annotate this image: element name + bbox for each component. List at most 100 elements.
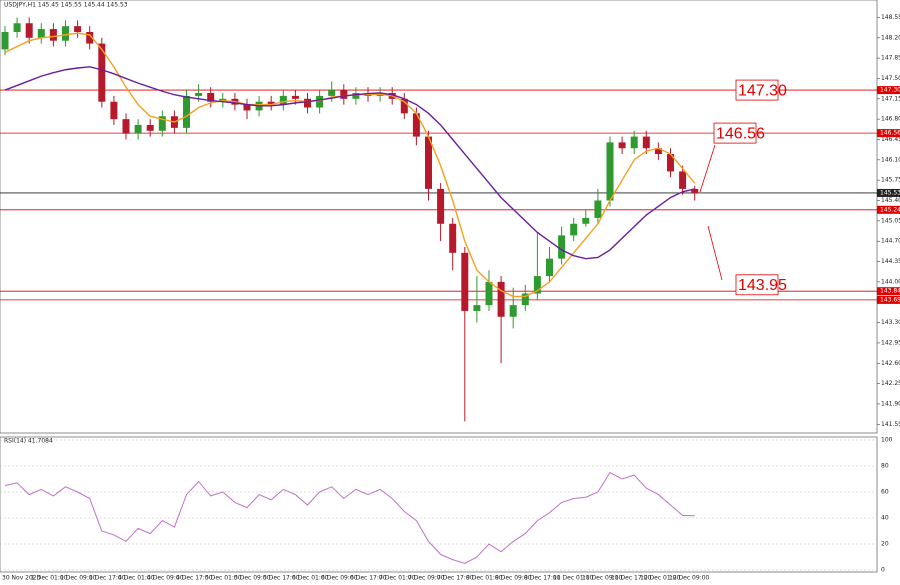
candle-body: [340, 90, 348, 99]
candle-body: [243, 104, 251, 111]
rsi-tick-label: 100: [881, 437, 893, 444]
level-tag-label: 145.53: [880, 189, 900, 196]
candle-body: [606, 142, 614, 201]
level-tag: [877, 205, 900, 214]
x-tick-label: 1 Dec 01:00: [31, 575, 68, 582]
y-tick-label: 146.45: [881, 136, 900, 143]
rsi-tick-label: 0: [881, 567, 885, 574]
candle-body: [195, 92, 203, 96]
candle-body: [183, 95, 190, 128]
annotation: 146.56: [716, 125, 765, 142]
annotation: 143.95: [738, 277, 787, 294]
x-tick-label: 1 Dec 17:00: [89, 575, 126, 582]
x-tick-label: 11 Dec 17:00: [611, 575, 652, 582]
candle-body: [1, 31, 9, 50]
y-tick-label: 142.95: [881, 339, 900, 346]
candle-body: [667, 154, 674, 172]
y-tick-label: 145.40: [881, 197, 900, 204]
level-tag-label: 143.69: [880, 296, 900, 303]
y-tick-label: 145.75: [881, 177, 900, 184]
candle-body: [267, 101, 275, 105]
rsi-tick-label: 20: [881, 541, 889, 548]
x-tick-label: 5 Dec 17:00: [263, 575, 300, 582]
y-tick-label: 146.80: [881, 116, 900, 123]
candle-body: [146, 124, 154, 131]
candle-body: [425, 136, 432, 189]
candle-body: [400, 98, 408, 114]
candle-body: [642, 136, 650, 149]
level-tag-label: 146.56: [880, 130, 900, 137]
candle-body: [497, 281, 505, 317]
candle-body: [533, 276, 541, 294]
candle-body: [618, 142, 626, 149]
candle-body: [98, 43, 106, 102]
candle-body: [207, 92, 215, 102]
x-tick-label: 1 Dec 09:00: [60, 575, 97, 582]
x-tick-label: 12 Dec 09:00: [669, 575, 710, 582]
y-tick-label: 144.35: [881, 258, 900, 265]
candle-body: [49, 29, 57, 41]
candle-body: [122, 119, 130, 134]
annotation-box: [713, 122, 757, 144]
y-tick-label: 142.25: [881, 380, 900, 387]
candle-body: [304, 98, 311, 108]
candle-body: [594, 200, 602, 218]
candle-body: [316, 95, 324, 108]
y-tick-label: 147.85: [881, 55, 900, 62]
y-tick-label: 145.05: [881, 217, 900, 224]
x-tick-label: 5 Dec 09:00: [234, 575, 271, 582]
level-tag: [877, 129, 900, 138]
x-tick-label: 7 Dec 17:00: [437, 575, 474, 582]
candle-body: [412, 113, 420, 137]
level-tag: [877, 86, 900, 95]
candle-body: [291, 95, 299, 99]
candle-body: [630, 136, 638, 149]
x-tick-label: 6 Dec 09:00: [321, 575, 358, 582]
y-tick-label: 144.70: [881, 238, 900, 245]
rsi-tick-label: 80: [881, 463, 889, 470]
x-tick-label: 5 Dec 01:00: [205, 575, 242, 582]
y-tick-label: 142.60: [881, 360, 900, 367]
y-tick-label: 148.20: [881, 34, 900, 41]
candle-body: [691, 188, 699, 193]
candle-body: [352, 92, 360, 99]
level-tag-label: 143.84: [880, 288, 900, 295]
y-tick-label: 146.10: [881, 156, 900, 163]
annotation-box: [735, 79, 779, 101]
candle-body: [62, 26, 69, 41]
candle-body: [473, 305, 481, 311]
candle-body: [654, 148, 662, 155]
rsi-line: [4, 471, 695, 565]
rsi-frame: [0, 436, 878, 573]
candle-body: [328, 90, 336, 96]
candle-body: [570, 223, 578, 236]
candle-body: [449, 223, 457, 253]
candle-body: [521, 293, 529, 306]
y-tick-label: 143.30: [881, 319, 900, 326]
x-tick-label: 8 Dec 01:00: [466, 575, 503, 582]
arrow-down: [707, 225, 723, 281]
candle-body: [437, 188, 445, 224]
candle-body: [509, 305, 517, 317]
candle-body: [679, 171, 687, 189]
annotation-box: [735, 274, 779, 296]
level-tag: [877, 295, 900, 304]
candle-body: [25, 23, 33, 38]
x-tick-label: 4 Dec 17:00: [176, 575, 213, 582]
arrow-up: [699, 144, 716, 193]
y-tick-label: 141.55: [881, 421, 900, 428]
x-tick-label: 6 Dec 01:00: [292, 575, 329, 582]
x-tick-label: 11 Dec 01:00: [553, 575, 594, 582]
x-tick-label: 6 Dec 17:00: [350, 575, 387, 582]
candle-body: [110, 101, 118, 120]
level-tag: [877, 188, 900, 197]
y-tick-label: 147.15: [881, 95, 900, 102]
x-tick-label: 7 Dec 09:00: [408, 575, 445, 582]
chart-title: USDJPY,H1 145.45 145.55 145.44 145.53: [4, 2, 128, 9]
candle-body: [279, 95, 287, 105]
candle-body: [74, 26, 82, 32]
x-tick-label: 11 Dec 09:00: [582, 575, 623, 582]
level-tag-label: 147.30: [880, 87, 900, 94]
level-tag-label: 145.24: [880, 206, 900, 213]
y-tick-label: 141.90: [881, 400, 900, 407]
